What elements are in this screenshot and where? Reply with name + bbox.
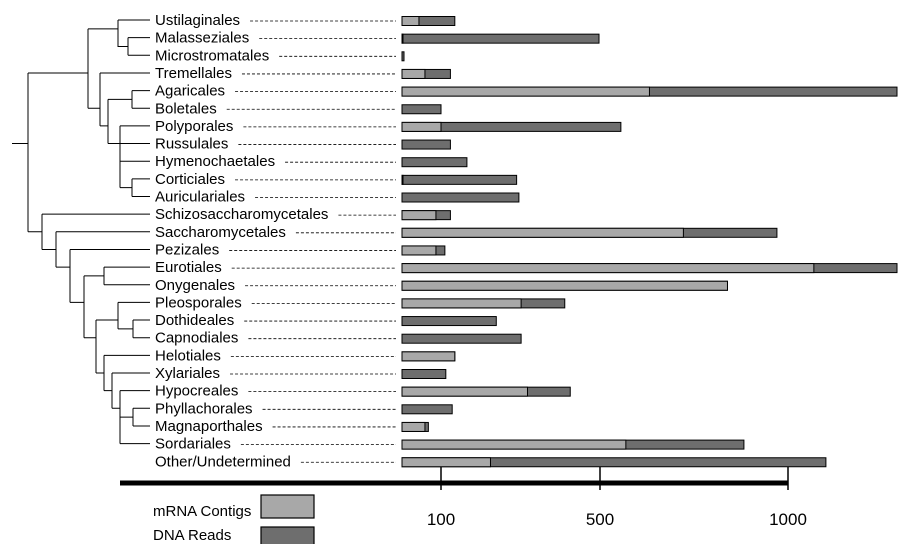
taxon-label: Boletales	[155, 100, 217, 117]
taxon-label: Xylariales	[155, 365, 220, 382]
bar-mrna-contigs	[401, 298, 522, 309]
bar-dna-reads	[401, 51, 405, 62]
legend-swatch-mrna	[260, 494, 315, 519]
taxon-label: Eurotiales	[155, 259, 222, 276]
x-tick-label: 100	[427, 510, 455, 529]
taxon-label: Tremellales	[155, 65, 232, 82]
bar-mrna-contigs	[401, 245, 437, 256]
bar-dna-reads	[401, 33, 600, 44]
bar-mrna-contigs	[401, 210, 437, 221]
bar-dna-reads	[401, 369, 447, 379]
legend-swatch-dna	[260, 526, 315, 544]
taxon-label: Ustilaginales	[155, 12, 240, 29]
bar-dna-reads	[401, 139, 451, 150]
tree-branch	[127, 37, 150, 56]
taxon-label: Hypocreales	[155, 383, 238, 400]
bar-dna-reads	[401, 192, 520, 203]
bar-dna-reads	[401, 333, 522, 344]
tree-branch	[95, 319, 118, 374]
tree-branch	[117, 19, 150, 47]
tree-branch	[119, 390, 150, 445]
taxon-label: Pezizales	[155, 241, 219, 258]
bar-dna-reads	[401, 157, 468, 168]
taxon-label: Corticiales	[155, 171, 225, 188]
taxon-label: Phyllachorales	[155, 400, 253, 417]
taxon-label: Dothideales	[155, 312, 234, 329]
bar-mrna-contigs	[401, 386, 528, 397]
taxon-label: Other/Undetermined	[155, 453, 291, 470]
tree-branch	[117, 301, 150, 330]
taxon-label: Saccharomycetales	[155, 224, 286, 241]
taxon-label: Russulales	[155, 136, 228, 153]
legend-label-dna: DNA Reads	[153, 527, 231, 544]
tree-branch	[131, 178, 150, 197]
phylogenetic-tree	[12, 19, 150, 445]
taxon-label: Hymenochaetales	[155, 153, 275, 170]
bar-mrna-contigs	[401, 439, 627, 450]
bar-mrna-contigs	[401, 227, 684, 238]
bar-mrna-contigs	[401, 421, 426, 432]
bar-dna-reads	[401, 404, 453, 415]
tree-branch	[119, 125, 150, 189]
tree-branch	[103, 266, 150, 286]
taxon-label: Microstromatales	[155, 47, 269, 64]
bar-mrna-contigs	[401, 121, 442, 132]
taxon-label: Helotiales	[155, 347, 221, 364]
taxon-label: Auriculariales	[155, 189, 245, 206]
bar-mrna-contigs	[401, 263, 815, 274]
tree-branch	[131, 90, 150, 109]
taxon-label: Sordariales	[155, 436, 231, 453]
bar-mrna-contigs	[401, 33, 404, 44]
taxon-label: Capnodiales	[155, 330, 238, 347]
taxon-label: Agaricales	[155, 83, 225, 100]
x-tick-label: 1000	[769, 510, 807, 529]
tree-branch	[107, 98, 132, 145]
taxon-label: Onygenales	[155, 277, 235, 294]
legend-label-mrna: mRNA Contigs	[153, 503, 251, 520]
bar-dna-reads	[401, 104, 442, 115]
taxon-label: Schizosaccharomycetales	[155, 206, 328, 223]
tree-branch	[87, 28, 100, 109]
bar-dna-reads	[401, 316, 497, 327]
bar-mrna-contigs	[401, 86, 650, 97]
legend: mRNA Contigs DNA Reads	[153, 494, 315, 544]
bar-mrna-contigs	[401, 174, 404, 185]
taxon-label: Magnaporthales	[155, 418, 263, 435]
taxon-label: Polyporales	[155, 118, 233, 135]
bar-mrna-contigs	[401, 68, 426, 79]
taxon-label: Pleosporales	[155, 294, 242, 311]
tree-branch	[69, 248, 150, 303]
leader-lines	[226, 20, 396, 463]
x-axis: 100 500 1000	[120, 467, 807, 529]
x-tick-label: 500	[586, 510, 614, 529]
taxon-labels: UstilaginalesMalassezialesMicrostromatal…	[155, 12, 328, 470]
bar-mrna-contigs	[401, 457, 491, 468]
tree-branch	[132, 407, 150, 427]
bar-mrna-contigs	[401, 16, 420, 26]
tree-branch	[12, 72, 42, 233]
bar-dna-reads	[401, 174, 518, 185]
tree-branch	[83, 275, 104, 339]
bar-mrna-contigs	[401, 351, 456, 362]
taxon-label: Malasseziales	[155, 30, 249, 47]
tree-branch	[132, 319, 150, 339]
tree-branch	[99, 72, 150, 127]
bar-mrna-contigs	[401, 280, 728, 291]
bar-series	[401, 16, 898, 468]
